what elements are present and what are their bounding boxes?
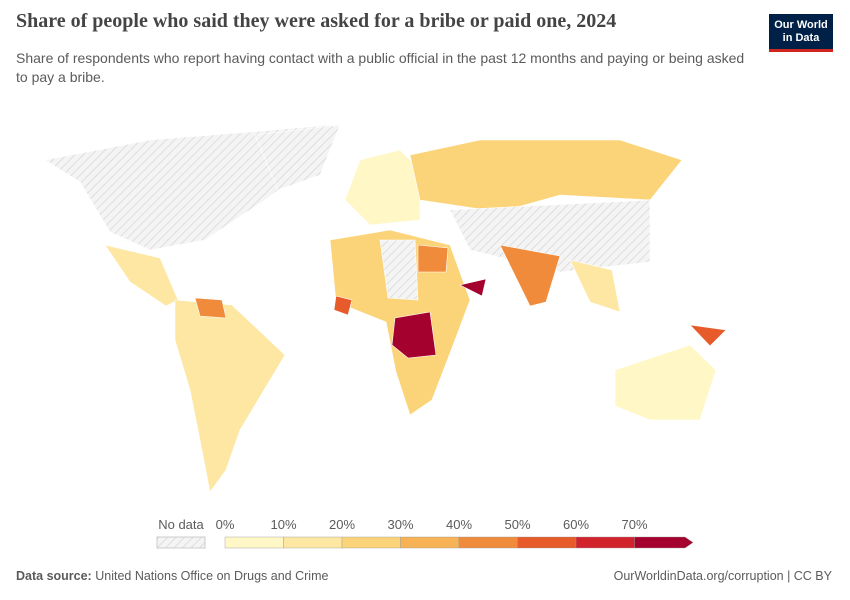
- world-map: [44, 124, 727, 493]
- legend-swatch: [224, 536, 284, 549]
- legend-label: 10%: [270, 517, 296, 532]
- legend-label: 70%: [621, 517, 647, 532]
- legend-label: 20%: [329, 517, 355, 532]
- legend-swatch: [458, 536, 518, 549]
- legend-label: 30%: [387, 517, 413, 532]
- subtitle: Share of respondents who report having c…: [16, 50, 745, 85]
- legend-swatch: [517, 536, 577, 549]
- legend-label: 40%: [446, 517, 472, 532]
- legend-swatch: [283, 536, 343, 549]
- source: Data source: United Nations Office on Dr…: [16, 569, 328, 583]
- logo[interactable]: Our World in Data: [769, 14, 833, 52]
- source-text: United Nations Office on Drugs and Crime: [95, 569, 329, 583]
- logo-line: Our World: [774, 19, 828, 31]
- legend-no-data-swatch: [156, 536, 206, 549]
- legend-label: 50%: [504, 517, 530, 532]
- legend-swatch: [575, 536, 635, 549]
- logo-line: in Data: [782, 32, 820, 44]
- footer-link[interactable]: OurWorldinData.org/corruption | CC BY: [613, 569, 832, 583]
- legend-label: 60%: [563, 517, 589, 532]
- legend-swatch: [634, 536, 694, 549]
- legend-swatch: [400, 536, 460, 549]
- source-label: Data source:: [16, 569, 92, 583]
- legend-no-data-label: No data: [158, 517, 204, 532]
- legend-label: 0%: [216, 517, 235, 532]
- title: Share of people who said they were asked…: [16, 10, 617, 32]
- legend-swatch: [341, 536, 401, 549]
